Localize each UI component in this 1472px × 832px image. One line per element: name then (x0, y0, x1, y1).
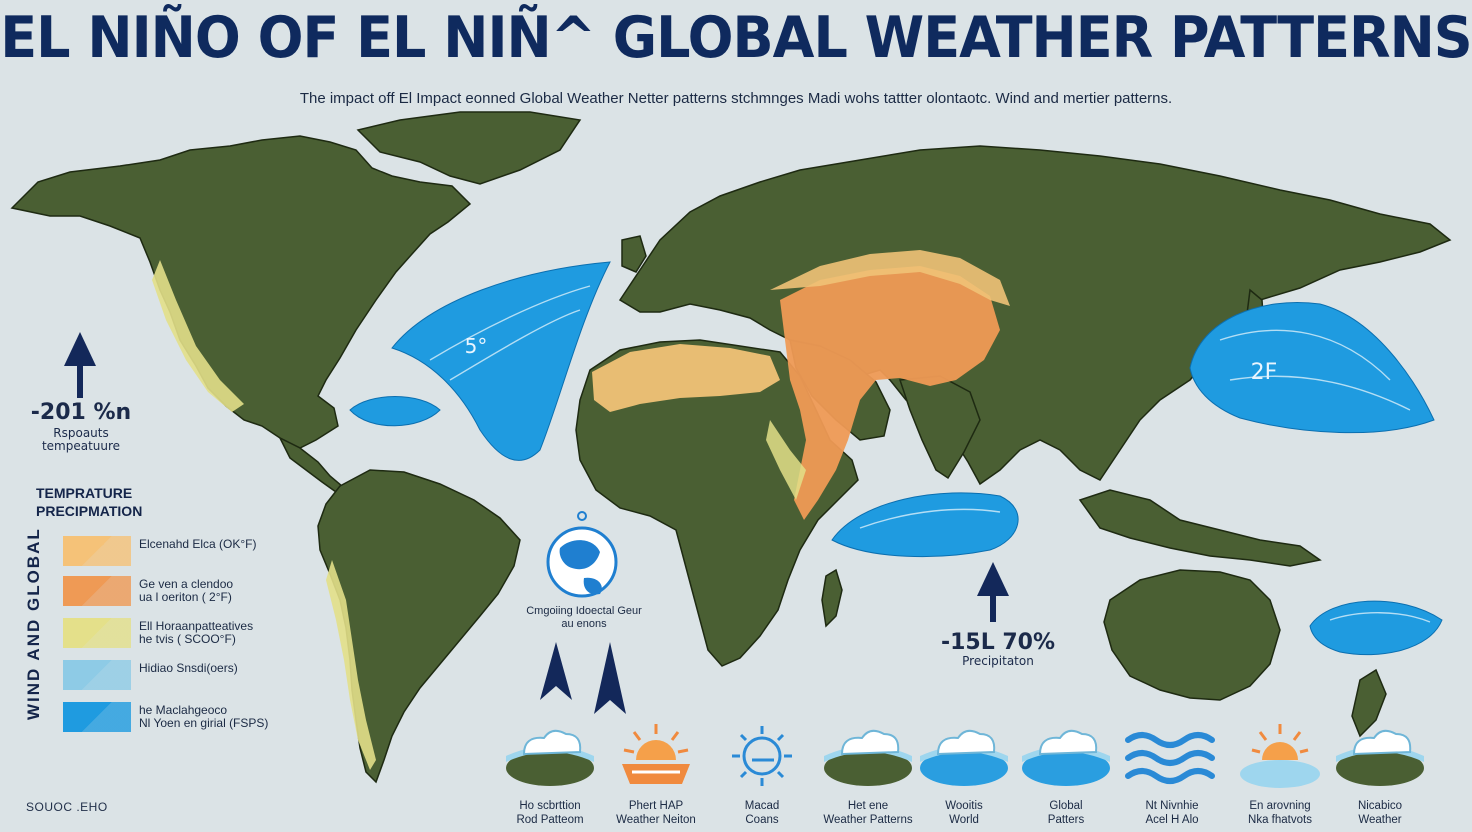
legend-swatch (63, 536, 131, 566)
callout-indian-label: Precipitaton (962, 654, 1034, 668)
weather-icon-tile: En arovning Nka fhatvots (1230, 720, 1330, 827)
weather-icon-label: Phert HAP Weather Neiton (616, 800, 696, 826)
weather-icon-label: En arovning Nka fhatvots (1248, 800, 1312, 826)
southeast-asia-islands (1078, 489, 1322, 567)
climate-zones (152, 250, 1010, 770)
weather-icon-tile: Wooitis World (914, 720, 1014, 827)
weather-icon-tile: Ho scbrttion Rod Patteom (500, 720, 600, 827)
callout-atlantic: 5° (446, 334, 506, 358)
africa (575, 339, 859, 667)
cloud-over-water-icon (1022, 729, 1110, 786)
weather-icon-label: Nt Nivnhie Acel H Alo (1145, 800, 1199, 826)
weather-icon-tile: Macad Coans (712, 720, 812, 827)
callout-pacific-temp: 2F (1250, 360, 1278, 385)
madagascar (821, 568, 843, 628)
arid-zone-middle-east (780, 266, 1000, 520)
indian-ocean-anomaly-blob (831, 492, 1019, 558)
weather-icon-tile: Nt Nivnhie Acel H Alo (1122, 720, 1222, 827)
legend-heading: TEMPRATURE PRECIPMATION (36, 484, 142, 520)
waves-icon (1125, 732, 1215, 784)
legend-item: Hidiao Snsdi(oers) (63, 658, 303, 700)
legend-item-label: Ell Horaanpatteatives he tvis ( SCOO°F) (139, 619, 254, 646)
moist-zone-andes (326, 560, 376, 770)
legend-swatch (63, 702, 131, 732)
legend-swatch (63, 618, 131, 648)
legend-item-label: Elcenahd Elca (OK°F) (139, 537, 257, 551)
callout-indian: -15L 70% Precipitaton (938, 630, 1058, 668)
legend-item-label: Ge ven a clendoo ua l oeriton ( 2°F) (139, 577, 234, 604)
callout-atlantic-temp: 5° (464, 334, 488, 358)
central-america (278, 436, 344, 493)
legend-swatch (63, 660, 131, 690)
greenland (356, 111, 582, 185)
pacific-anomaly-blob (1189, 302, 1435, 434)
page-subtitle: The impact off El Impact eonned Global W… (299, 90, 1173, 107)
wind-gear-icon (732, 726, 792, 786)
legend-item-label: he Maclahgeoco Nl Yoen en girial (FSPS) (139, 703, 269, 730)
globe-icon (546, 511, 618, 598)
weather-icon-tile: Phert HAP Weather Neiton (606, 720, 706, 827)
new-zealand (1351, 668, 1387, 738)
sun-over-water-icon (1240, 724, 1320, 788)
cloud-over-land-icon (824, 729, 912, 786)
weather-icon-tile: Global Patters (1016, 720, 1116, 827)
weather-icon-label: Macad Coans (744, 800, 780, 826)
legend-heading-line-2: PRECIPMATION (36, 503, 143, 519)
ocean-current-lines (429, 285, 1431, 623)
south-pacific-anomaly-blob (1309, 600, 1443, 656)
moist-zone-west-coast (152, 260, 244, 412)
callout-west-value: -201 %n (30, 400, 132, 425)
west-callout-arrow (64, 332, 96, 398)
sun-heat-icon (622, 724, 690, 784)
weather-icon-label: Wooitis World (945, 800, 983, 826)
legend-vertical-label: WIND AND GLOBAL (24, 527, 43, 720)
indian-callout-arrow (977, 562, 1009, 622)
callout-west: -201 %n Rspoauts tempeatuure (26, 400, 136, 453)
british-isles (621, 235, 647, 273)
india (898, 375, 981, 480)
legend-swatch (63, 576, 131, 606)
moist-zone-east-africa (766, 420, 806, 500)
cloud-over-land-icon (1336, 729, 1424, 786)
weather-icon-label: Global Patters (1047, 800, 1085, 826)
weather-icon-label: Ho scbrttion Rod Patteom (516, 800, 584, 826)
legend-item: Ge ven a clendoo ua l oeriton ( 2°F) (63, 574, 303, 616)
weather-icon-label: Nicabico Weather (1357, 800, 1403, 826)
weather-icon-tile: Het ene Weather Patterns (818, 720, 918, 827)
cloud-over-water-icon (920, 729, 1008, 786)
legend-item: he Maclahgeoco Nl Yoen en girial (FSPS) (63, 700, 303, 742)
legend-heading-line-1: TEMPRATURE (36, 485, 133, 501)
legend-item: Ell Horaanpatteatives he tvis ( SCOO°F) (63, 616, 303, 658)
weather-icon-tile: Nicabico Weather (1330, 720, 1430, 827)
land-masses (10, 111, 1452, 784)
callout-pacific: 2F (1234, 360, 1294, 385)
arid-zone-sahara (592, 344, 780, 412)
legend-item-label: Hidiao Snsdi(oers) (139, 661, 238, 675)
callout-indian-value: -15L 70% (940, 630, 1056, 655)
gulf-anomaly-blob (349, 396, 441, 427)
atlantic-anomaly-blob (391, 261, 611, 461)
page-title: EL NIÑO OF EL NIÑ^ GLOBAL WEATHER PATTER… (0, 4, 1472, 71)
globe-arrows (540, 642, 626, 714)
legend-item: Elcenahd Elca (OK°F) (63, 534, 303, 576)
semiarid-zone-asia (770, 250, 1010, 306)
source-credit: SOUOC .EHO (26, 800, 108, 814)
cloud-over-land-icon (506, 729, 594, 786)
globe-label: Cmgoiing Idoectal Geur au enons (526, 605, 642, 630)
australia (1103, 569, 1281, 701)
callout-west-label: Rspoauts tempeatuure (41, 426, 121, 453)
weather-icon-label: Het ene Weather Patterns (823, 800, 913, 826)
